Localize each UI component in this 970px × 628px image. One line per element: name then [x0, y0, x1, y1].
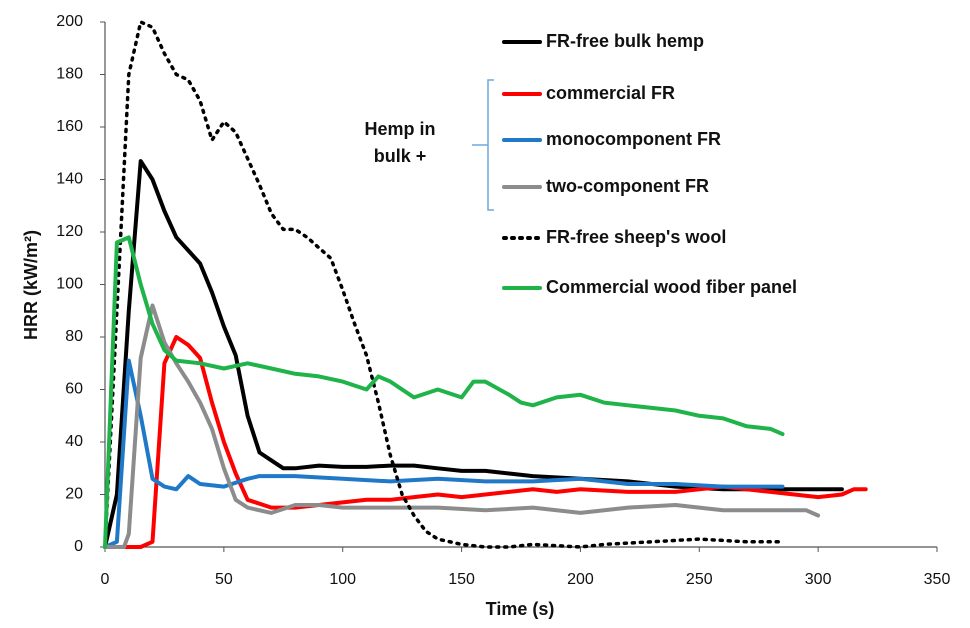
legend-label: monocomponent FR — [546, 129, 721, 149]
x-axis-label: Time (s) — [486, 599, 555, 619]
x-tick-label: 250 — [686, 571, 713, 588]
series-line — [103, 20, 785, 549]
y-tick-label: 40 — [65, 433, 83, 450]
x-tick-label: 300 — [805, 571, 832, 588]
legend-label: Commercial wood fiber panel — [546, 277, 797, 297]
y-tick-label: 120 — [56, 223, 83, 240]
series-line — [103, 235, 785, 549]
y-tick-label: 20 — [65, 486, 83, 503]
x-tick-label: 150 — [448, 571, 475, 588]
bracket — [472, 79, 494, 211]
x-tick-label: 0 — [101, 571, 110, 588]
series-line — [103, 358, 785, 549]
x-tick-label: 200 — [567, 571, 594, 588]
x-tick-label: 100 — [329, 571, 356, 588]
y-axis-label: HRR (kW/m²) — [21, 230, 41, 340]
y-tick-label: 60 — [65, 381, 83, 398]
x-tick-label: 50 — [215, 571, 233, 588]
y-tick-label: 100 — [56, 276, 83, 293]
annotation: Hemp in — [364, 119, 435, 139]
x-tick-label: 350 — [924, 571, 951, 588]
series-line — [103, 303, 821, 549]
y-tick-label: 80 — [65, 328, 83, 345]
legend-label: two-component FR — [546, 176, 709, 196]
legend-label: FR-free sheep's wool — [546, 227, 726, 247]
y-tick-label: 140 — [56, 171, 83, 188]
annotation: bulk + — [374, 146, 427, 166]
y-tick-label: 0 — [74, 538, 83, 555]
y-tick-label: 200 — [56, 13, 83, 30]
legend-label: FR-free bulk hemp — [546, 31, 704, 51]
y-tick-label: 180 — [56, 66, 83, 83]
legend-label: commercial FR — [546, 83, 675, 103]
y-tick-label: 160 — [56, 118, 83, 135]
series-line — [103, 335, 868, 549]
